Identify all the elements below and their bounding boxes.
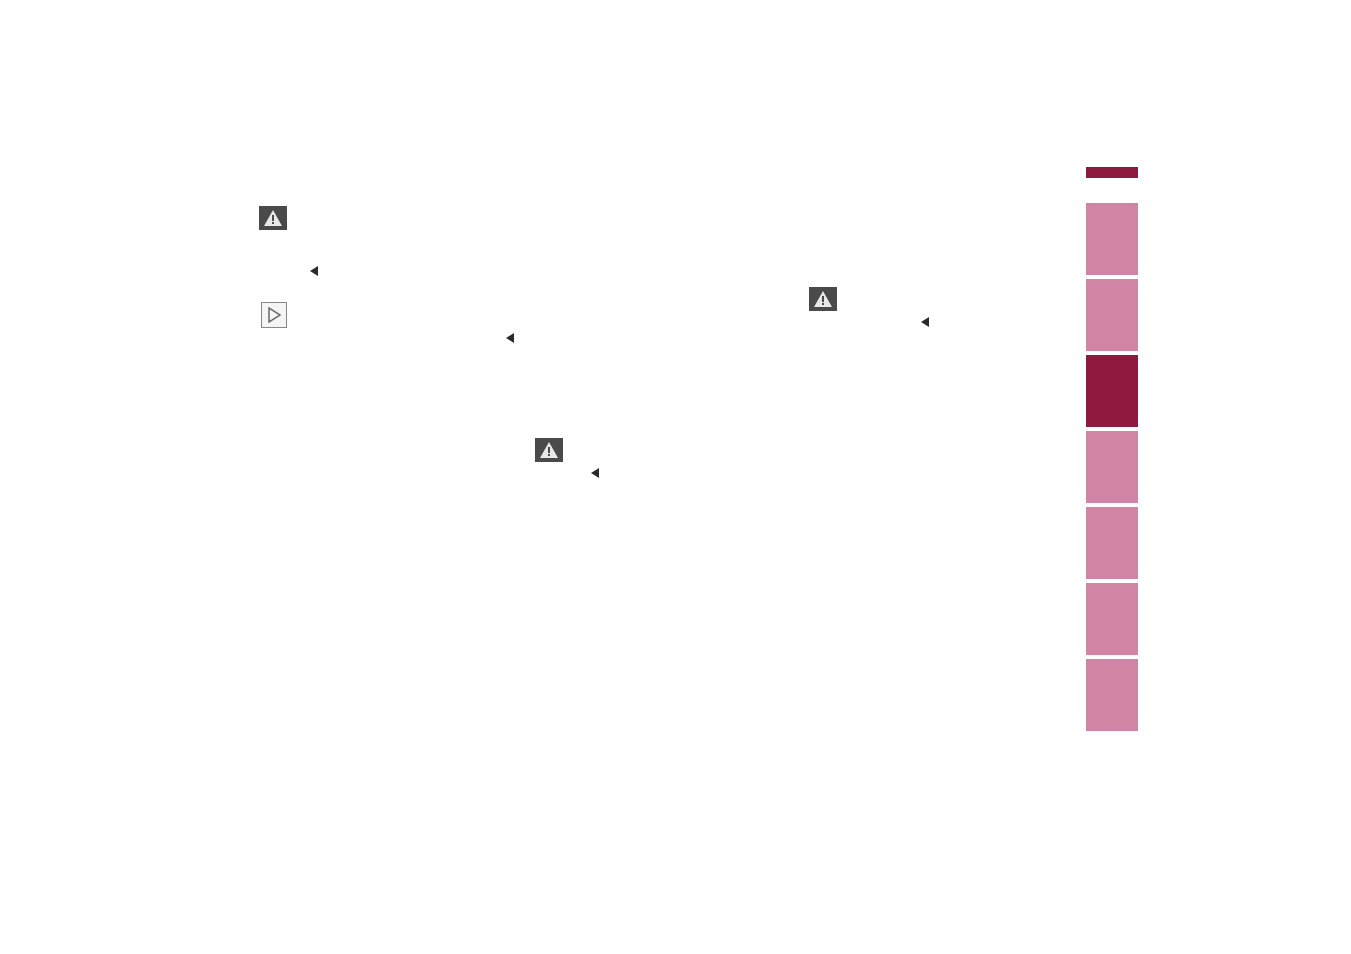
- sidebar-block[interactable]: [1086, 583, 1138, 655]
- arrow-left-icon: [506, 333, 514, 343]
- arrow-left-icon: [310, 266, 318, 276]
- sidebar-block[interactable]: [1086, 355, 1138, 427]
- warning-icon: [809, 287, 837, 311]
- arrow-left-icon: [921, 317, 929, 327]
- sidebar-block[interactable]: [1086, 431, 1138, 503]
- sidebar-block[interactable]: [1086, 507, 1138, 579]
- arrow-left-icon: [591, 468, 599, 478]
- sidebar-top-bar: [1086, 167, 1138, 178]
- sidebar-block[interactable]: [1086, 203, 1138, 275]
- sidebar-block[interactable]: [1086, 659, 1138, 731]
- warning-icon: [259, 206, 287, 230]
- sidebar-strip: [1086, 167, 1138, 735]
- sidebar-block[interactable]: [1086, 279, 1138, 351]
- play-icon[interactable]: [261, 302, 287, 328]
- warning-icon: [535, 438, 563, 462]
